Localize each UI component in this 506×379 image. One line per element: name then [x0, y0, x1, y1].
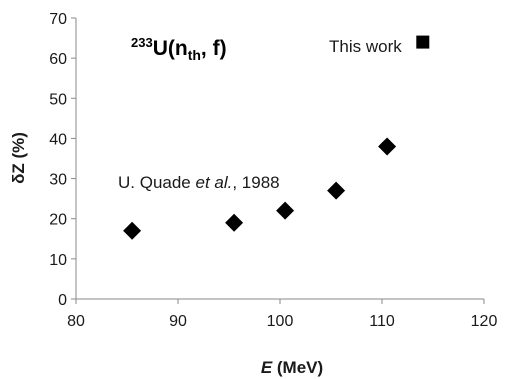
annotation-quade-suffix: , 1988 — [232, 173, 279, 192]
y-axis-label: δZ (%) — [9, 132, 28, 184]
axes — [75, 18, 484, 300]
title-subscript: th — [188, 47, 201, 63]
x-axis-label-units: (MeV) — [272, 358, 323, 377]
data-point-square — [416, 35, 430, 49]
data-point-diamond — [123, 221, 142, 240]
data-point-diamond — [225, 213, 244, 232]
y-ticks: 0 10 20 30 40 50 60 70 — [49, 11, 76, 309]
y-tick-label: 10 — [49, 252, 67, 269]
y-tick-label: 30 — [49, 172, 67, 189]
x-tick-label: 120 — [471, 313, 498, 330]
data-point-diamond — [276, 201, 295, 220]
y-tick-label: 40 — [49, 131, 67, 148]
annotation-this-work: This work — [329, 37, 402, 56]
title-tail: , f) — [201, 37, 227, 60]
y-tick-label: 0 — [58, 292, 67, 309]
data-point-diamond — [327, 181, 346, 200]
x-axis-label-italic: E — [261, 358, 273, 377]
data-point-diamond — [378, 137, 397, 156]
annotation-quade-prefix: U. Quade — [118, 173, 196, 192]
x-tick-label: 100 — [267, 313, 294, 330]
y-tick-label: 20 — [49, 212, 67, 229]
x-ticks: 80 90 100 110 120 — [67, 299, 497, 330]
y-tick-label: 60 — [49, 51, 67, 68]
x-axis-label: E (MeV) — [261, 358, 323, 377]
x-tick-label: 80 — [67, 313, 85, 330]
title-superscript: 233 — [131, 35, 153, 50]
chart-title: 233U(nth, f) — [131, 35, 227, 63]
title-main: U(n — [153, 37, 188, 60]
annotation-quade-italic: et al. — [196, 173, 233, 192]
y-tick-label: 50 — [49, 91, 67, 108]
data-marks — [123, 35, 430, 240]
x-tick-label: 110 — [369, 313, 395, 330]
x-tick-label: 90 — [169, 313, 187, 330]
annotation-quade: U. Quade et al., 1988 — [118, 173, 280, 192]
y-tick-label: 70 — [49, 11, 67, 28]
